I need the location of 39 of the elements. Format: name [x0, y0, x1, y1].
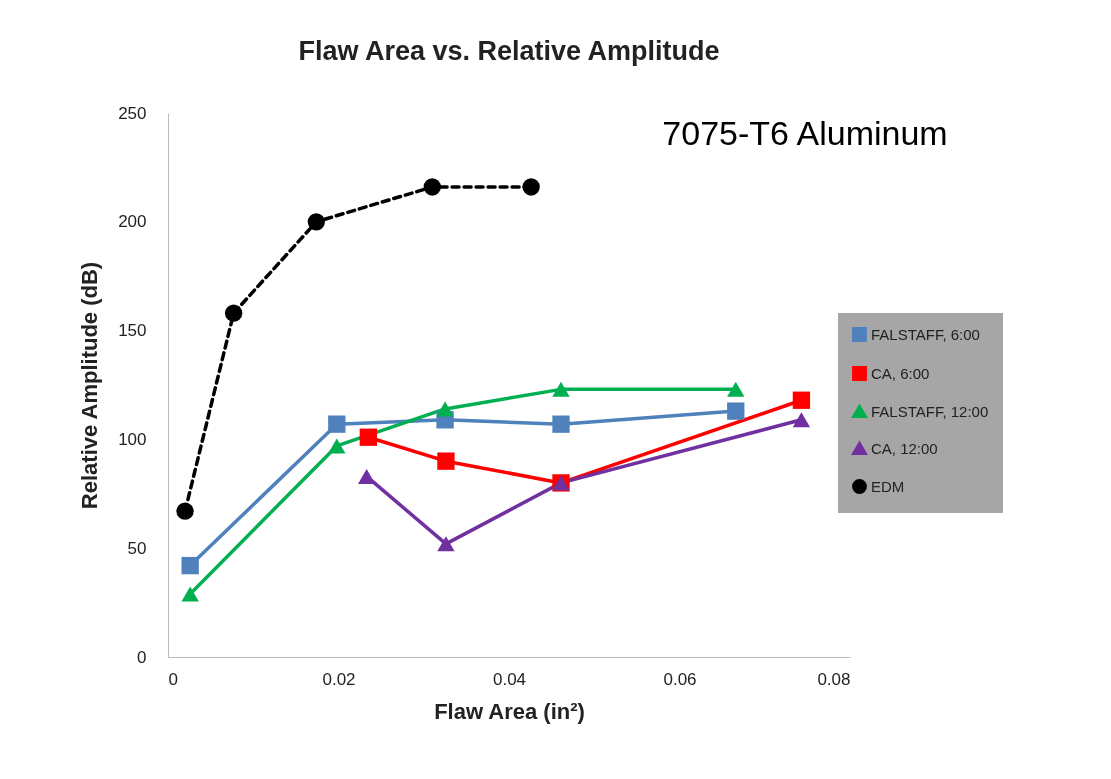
point: [328, 438, 346, 454]
annotation: 7075-T6 Aluminum: [662, 114, 948, 152]
point: [224, 304, 243, 322]
legend-label: CA, 6:00: [871, 364, 930, 382]
legend-label: FALSTAFF, 6:00: [871, 325, 980, 343]
point: [792, 412, 811, 428]
point: [437, 452, 455, 470]
point: [727, 381, 745, 397]
y-axis-title: Relative Amplitude (dB): [77, 261, 103, 510]
legend-label: EDM: [871, 477, 905, 495]
x-tick-label: 0.04: [492, 669, 527, 689]
x-tick-label: 0.06: [663, 669, 697, 689]
point: [423, 178, 441, 196]
x-axis-title: Flaw Area (in²): [434, 698, 585, 724]
y-tick-label: 250: [118, 103, 147, 123]
y-tick-label: 100: [118, 429, 147, 449]
y-tick-label: 200: [118, 212, 147, 232]
point: [552, 415, 570, 433]
point: [727, 402, 745, 420]
chart-title: Flaw Area vs. Relative Amplitude: [298, 36, 720, 66]
point: [359, 428, 377, 446]
point: [437, 536, 455, 552]
x-tick-label: 0.08: [817, 669, 851, 689]
point: [436, 401, 454, 417]
point: [328, 415, 346, 433]
point: [181, 556, 199, 575]
point: [522, 178, 540, 196]
y-tick-label: 150: [118, 321, 147, 341]
point: [552, 381, 570, 397]
x-tick-label: 0.02: [322, 669, 356, 689]
point: [307, 213, 325, 231]
point: [176, 502, 194, 520]
point: [181, 586, 199, 602]
x-tick-label: 0: [168, 669, 178, 689]
legend-label: CA, 12:00: [871, 439, 938, 457]
y-tick-label: 50: [127, 538, 147, 558]
point: [792, 391, 811, 409]
legend-label: FALSTAFF, 12:00: [871, 402, 989, 420]
y-tick-label: 0: [137, 647, 147, 667]
